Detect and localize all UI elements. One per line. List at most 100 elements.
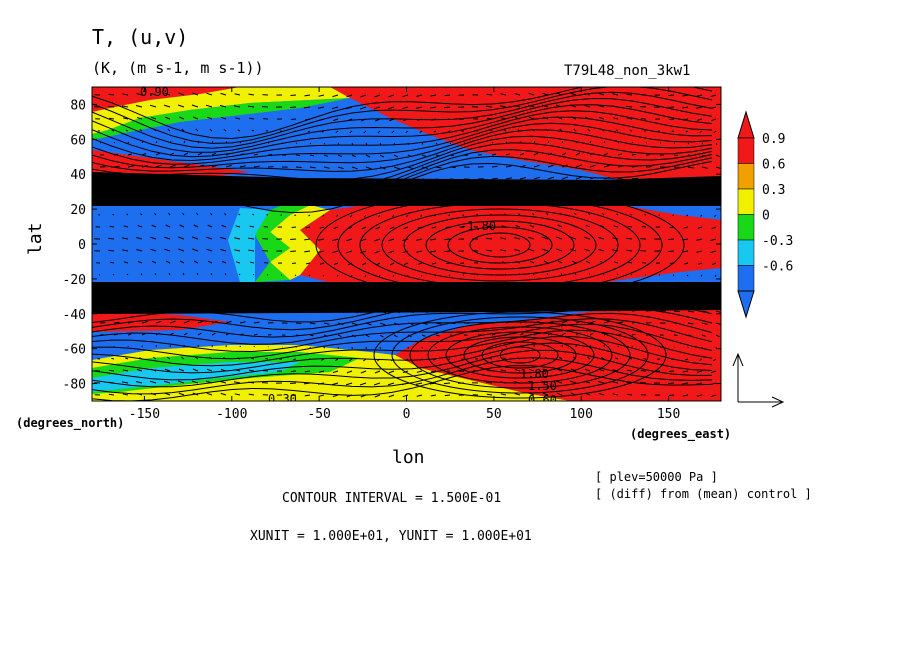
x-unit-label: (degrees_east) — [630, 427, 731, 442]
reference-vector — [733, 354, 783, 407]
colorbar-label: 0 — [762, 209, 770, 224]
wind-vector — [108, 106, 114, 107]
wind-vector — [445, 371, 450, 372]
wind-vector — [291, 95, 297, 96]
wind-vector — [110, 226, 114, 227]
wind-vector — [492, 334, 496, 335]
wind-vector — [445, 119, 450, 120]
wind-vector — [489, 358, 492, 359]
wind-vector — [114, 310, 120, 311]
wind-vector — [669, 119, 674, 120]
wind-vector — [291, 119, 296, 120]
plot-area: 1.80 1.50 0.60 0.30 -1.80 0.90 — [92, 80, 722, 407]
wind-vector — [290, 107, 296, 108]
wind-vector — [450, 167, 456, 168]
colorbar-label: -0.3 — [762, 234, 793, 249]
wind-vector — [668, 239, 674, 240]
wind-vector — [110, 262, 114, 263]
wind-vector — [435, 275, 436, 276]
wind-vector — [673, 275, 674, 276]
wind-vector — [487, 94, 493, 95]
y-tick-label: 40 — [70, 168, 86, 183]
wind-vector — [670, 227, 674, 228]
x-tick-label: 0 — [403, 407, 411, 422]
wind-vector — [108, 238, 114, 239]
wind-vector — [292, 263, 296, 264]
wind-vector — [290, 251, 296, 252]
wind-vector — [674, 335, 678, 336]
wind-vector — [444, 239, 450, 240]
wind-vector — [492, 190, 496, 191]
wind-vector — [294, 215, 296, 216]
wind-vector — [490, 214, 492, 215]
wind-vector — [688, 143, 689, 144]
wind-vector — [296, 179, 302, 180]
wind-vector — [109, 94, 115, 95]
wind-vector — [109, 394, 114, 395]
wind-vector — [109, 118, 114, 119]
y-tick-label: -80 — [63, 378, 86, 393]
wind-vector — [296, 287, 298, 288]
wind-vector — [492, 178, 498, 179]
wind-vector — [109, 370, 114, 371]
wind-vector — [108, 382, 114, 383]
colorbar-segment — [738, 189, 754, 215]
wind-vector — [292, 227, 296, 228]
wind-vector — [492, 166, 498, 167]
wind-vector — [488, 262, 492, 263]
colorbar-segment — [738, 164, 754, 190]
wind-vector — [492, 286, 494, 287]
wind-vector — [112, 130, 114, 131]
wind-vector — [296, 203, 298, 204]
wind-vector — [448, 131, 450, 132]
x-tick-label: 50 — [486, 407, 502, 422]
wind-vector — [487, 394, 492, 395]
wind-vector — [674, 323, 680, 324]
wind-vector — [296, 311, 302, 312]
wind-vector — [492, 142, 493, 143]
wind-vector — [491, 274, 492, 275]
y-axis-label: lat — [25, 222, 46, 255]
wind-vector — [448, 215, 450, 216]
wind-vector — [669, 395, 674, 396]
wind-vector — [671, 359, 674, 360]
wind-vector — [670, 263, 674, 264]
jet-band-south — [92, 282, 721, 306]
wind-vector — [445, 95, 451, 96]
y-tick-label: 0 — [78, 238, 86, 253]
wind-vector — [296, 299, 301, 300]
x-tick-label: -150 — [129, 407, 160, 422]
wind-vector — [114, 166, 120, 167]
wind-vector — [309, 275, 310, 276]
wind-vector — [450, 323, 456, 324]
y-tick-label: 80 — [70, 98, 86, 113]
wind-vector — [492, 310, 498, 311]
wind-vector — [296, 191, 300, 192]
y-tick-label: 20 — [70, 203, 86, 218]
colorbar-segment — [738, 266, 754, 292]
wind-vector — [486, 106, 492, 107]
x-axis-label: lon — [392, 447, 425, 468]
wind-vector — [114, 334, 118, 335]
wind-vector — [669, 95, 675, 96]
colorbar-segment — [738, 138, 754, 164]
wind-vector — [296, 335, 300, 336]
chart-title: T, (u,v) — [92, 25, 188, 49]
wind-vector — [296, 167, 302, 168]
wind-vector — [449, 275, 450, 276]
colorbar: 0.90.60.30-0.3-0.6 — [738, 112, 793, 317]
wind-vector — [668, 107, 674, 108]
wind-vector — [111, 358, 114, 359]
wind-vector — [254, 142, 255, 143]
wind-vector — [487, 370, 492, 371]
wind-vector — [674, 203, 676, 204]
y-tick-label: -60 — [63, 343, 86, 358]
wind-vector — [444, 251, 450, 252]
wind-vector — [450, 335, 454, 336]
wind-vector — [674, 191, 678, 192]
chart-subtitle: (K, (m s-1, m s-1)) — [92, 59, 264, 77]
colorbar-label: -0.6 — [762, 260, 793, 275]
diff-note: [ (diff) from (mean) control ] — [595, 487, 812, 501]
wind-vector — [112, 214, 114, 215]
